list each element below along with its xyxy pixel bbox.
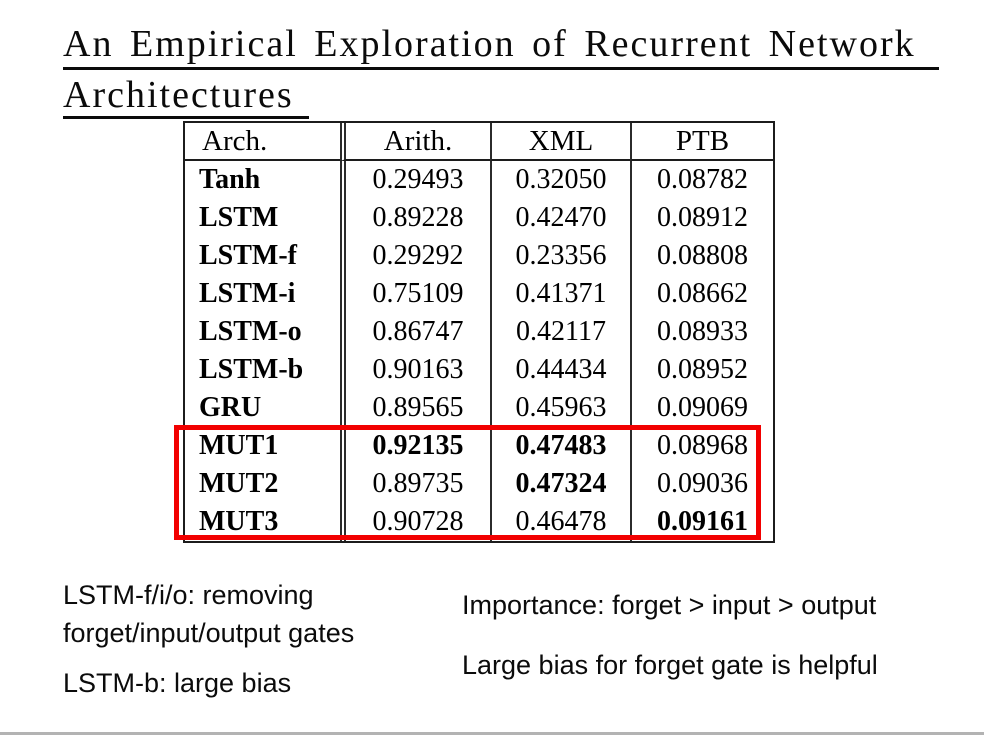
table-row-highlighted: MUT3 0.90728 0.46478 0.09161 — [185, 503, 773, 541]
arith-cell: 0.29493 — [340, 161, 490, 199]
arith-cell: 0.75109 — [340, 275, 490, 313]
table-row: LSTM 0.89228 0.42470 0.08912 — [185, 199, 773, 237]
ptb-cell: 0.08933 — [630, 313, 773, 351]
arch-cell: LSTM-f — [199, 240, 297, 271]
note-left-block: LSTM-f/i/o: removing forget/input/output… — [63, 576, 354, 702]
ptb-cell: 0.08782 — [630, 161, 773, 199]
arith-cell: 0.29292 — [340, 237, 490, 275]
xml-cell: 0.42470 — [490, 199, 630, 237]
arch-cell: LSTM-i — [199, 278, 296, 309]
ptb-cell: 0.08952 — [630, 351, 773, 389]
arith-cell: 0.89735 — [340, 465, 490, 503]
xml-cell: 0.23356 — [490, 237, 630, 275]
arch-cell: MUT3 — [199, 506, 279, 537]
ptb-cell: 0.08662 — [630, 275, 773, 313]
ptb-cell: 0.08808 — [630, 237, 773, 275]
ptb-cell: 0.09161 — [630, 503, 773, 541]
slide-title-line2: Architectures — [63, 74, 294, 116]
col-header-arch: Arch. — [185, 123, 340, 161]
xml-cell: 0.42117 — [490, 313, 630, 351]
table-row: LSTM-b 0.90163 0.44434 0.08952 — [185, 351, 773, 389]
ptb-cell: 0.08912 — [630, 199, 773, 237]
slide-bottom-rule — [0, 732, 984, 735]
ptb-cell: 0.09036 — [630, 465, 773, 503]
arch-cell: LSTM — [199, 202, 279, 233]
xml-cell: 0.47483 — [490, 427, 630, 465]
xml-cell: 0.41371 — [490, 275, 630, 313]
ptb-cell: 0.09069 — [630, 389, 773, 427]
arith-cell: 0.92135 — [340, 427, 490, 465]
arith-cell: 0.89228 — [340, 199, 490, 237]
xml-cell: 0.47324 — [490, 465, 630, 503]
note-forget-bias: Large bias for forget gate is helpful — [462, 650, 878, 680]
ptb-cell: 0.08968 — [630, 427, 773, 465]
table-row: LSTM-i 0.75109 0.41371 0.08662 — [185, 275, 773, 313]
xml-cell: 0.32050 — [490, 161, 630, 199]
table-row: Tanh 0.29493 0.32050 0.08782 — [185, 161, 773, 199]
title-underline-1 — [63, 67, 939, 70]
arch-cell: MUT1 — [199, 430, 279, 461]
table-row-highlighted: MUT1 0.92135 0.47483 0.08968 — [185, 427, 773, 465]
arch-cell: LSTM-b — [199, 354, 304, 385]
table-row: LSTM-o 0.86747 0.42117 0.08933 — [185, 313, 773, 351]
arith-cell: 0.90728 — [340, 503, 490, 541]
results-table-wrap: Arch. Arith. XML PTB Tanh 0.29493 0.3205… — [174, 121, 775, 543]
arith-cell: 0.86747 — [340, 313, 490, 351]
title-underline-2 — [63, 116, 309, 119]
note-lstm-gates-line2: forget/input/output gates — [63, 618, 355, 648]
table-row: GRU 0.89565 0.45963 0.09069 — [185, 389, 773, 427]
arch-cell: MUT2 — [199, 468, 279, 499]
slide-title-line1: An Empirical Exploration of Recurrent Ne… — [63, 23, 916, 65]
col-header-ptb: PTB — [630, 123, 773, 161]
col-header-xml: XML — [490, 123, 630, 161]
arch-cell: LSTM-o — [199, 316, 302, 347]
xml-cell: 0.45963 — [490, 389, 630, 427]
arith-cell: 0.90163 — [340, 351, 490, 389]
table-row: LSTM-f 0.29292 0.23356 0.08808 — [185, 237, 773, 275]
note-right-block: Importance: forget > input > output Larg… — [462, 588, 878, 682]
table-header-row: Arch. Arith. XML PTB — [185, 123, 773, 161]
arch-cell: GRU — [199, 392, 262, 423]
note-lstm-gates: LSTM-f/i/o: removing forget/input/output… — [63, 576, 354, 652]
arith-cell: 0.89565 — [340, 389, 490, 427]
arch-cell: Tanh — [199, 164, 261, 195]
col-header-arith: Arith. — [340, 123, 490, 161]
note-lstm-gates-line1: LSTM-f/i/o: removing — [63, 580, 314, 610]
xml-cell: 0.46478 — [490, 503, 630, 541]
note-importance: Importance: forget > input > output — [462, 590, 877, 620]
results-table: Arch. Arith. XML PTB Tanh 0.29493 0.3205… — [183, 121, 775, 543]
xml-cell: 0.44434 — [490, 351, 630, 389]
note-lstm-bias: LSTM-b: large bias — [63, 668, 292, 698]
table-row-highlighted: MUT2 0.89735 0.47324 0.09036 — [185, 465, 773, 503]
